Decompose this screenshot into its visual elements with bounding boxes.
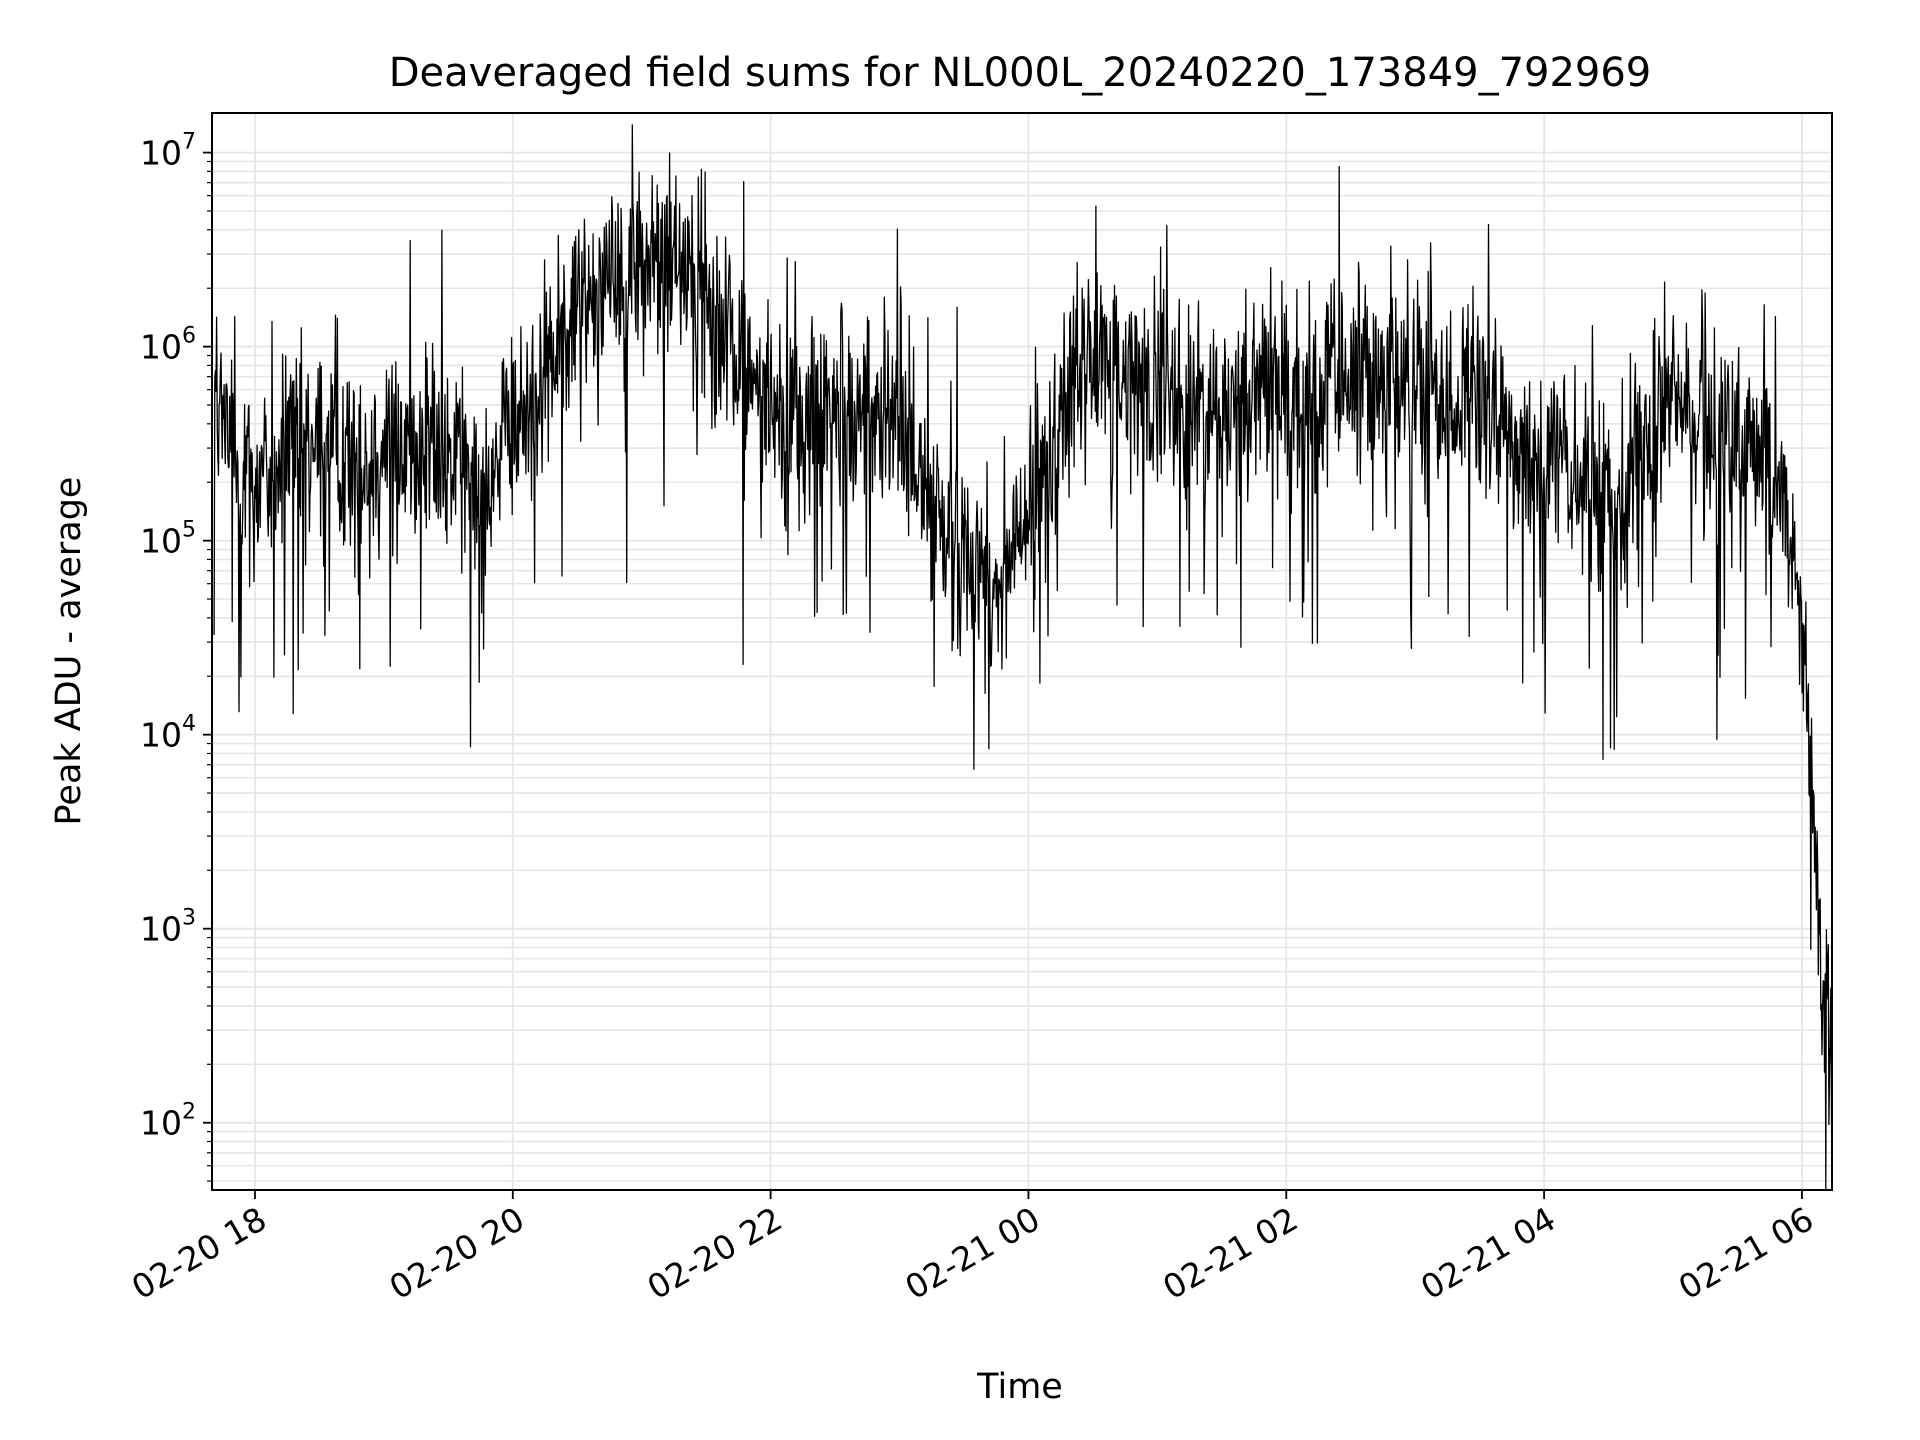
y-axis-label: Peak ADU - average	[49, 477, 89, 826]
y-tick-label: 102	[140, 1100, 196, 1143]
y-tick-label: 104	[140, 712, 196, 755]
y-tick-base: 10	[140, 1104, 182, 1143]
x-axis-label: Time	[976, 1367, 1063, 1407]
chart-title: Deaveraged field sums for NL000L_2024022…	[389, 50, 1652, 96]
y-tick-base: 10	[140, 522, 182, 561]
series-group	[213, 124, 1833, 1191]
y-tick-exponent: 4	[182, 712, 196, 737]
y-tick-base: 10	[140, 716, 182, 755]
y-tick-base: 10	[140, 910, 182, 949]
y-tick-exponent: 7	[182, 130, 196, 155]
y-tick-exponent: 6	[182, 324, 196, 349]
y-tick-label: 106	[140, 324, 196, 367]
y-tick-base: 10	[140, 328, 182, 367]
plot-frame	[211, 112, 1833, 1191]
y-tick-label: 107	[140, 130, 196, 173]
y-tick-exponent: 5	[182, 518, 196, 543]
y-tick-label: 103	[140, 906, 196, 949]
y-tick-base: 10	[140, 134, 182, 173]
grid	[212, 113, 1832, 1190]
y-tick-label: 105	[140, 518, 196, 561]
y-tick-exponent: 2	[182, 1100, 196, 1125]
data-series-line	[213, 124, 1833, 1191]
y-tick-exponent: 3	[182, 906, 196, 931]
